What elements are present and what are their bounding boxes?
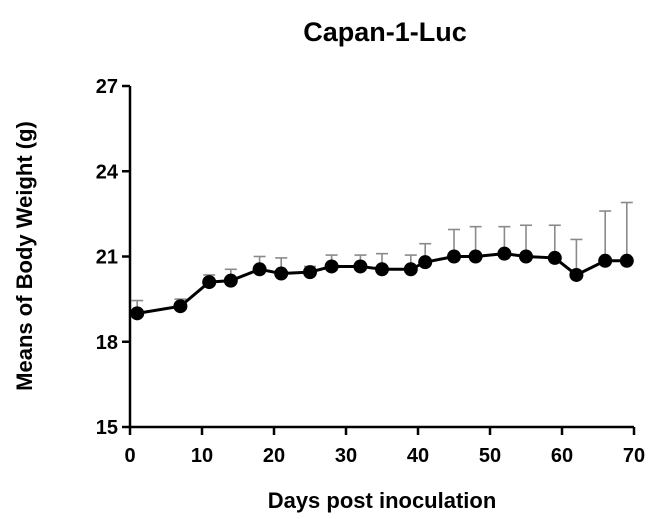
data-point xyxy=(547,250,562,265)
data-point xyxy=(519,249,533,264)
data-point xyxy=(375,262,389,277)
x-tick-label: 50 xyxy=(479,445,501,467)
y-tick-label: 15 xyxy=(96,417,118,439)
y-axis: 15 18 21 24 27 xyxy=(96,76,132,439)
y-tick-label: 27 xyxy=(96,76,118,98)
data-points xyxy=(130,246,634,321)
data-point xyxy=(303,265,317,280)
x-tick-label: 10 xyxy=(191,445,213,467)
x-tick-label: 40 xyxy=(407,445,429,467)
data-point xyxy=(447,249,461,264)
data-point xyxy=(274,266,289,281)
chart-title: Capan-1-Luc xyxy=(303,17,467,47)
data-point xyxy=(353,259,368,274)
x-ticks: 0 10 20 30 40 50 60 70 xyxy=(124,427,645,467)
x-tick-label: 0 xyxy=(124,445,135,467)
data-point xyxy=(202,275,217,290)
data-point xyxy=(130,306,145,321)
x-tick-label: 30 xyxy=(335,445,357,467)
x-axis-label: Days post inoculation xyxy=(268,488,497,513)
data-point xyxy=(497,246,512,261)
data-point xyxy=(619,253,634,268)
y-ticks: 15 18 21 24 27 xyxy=(96,76,130,439)
x-tick-label: 60 xyxy=(551,445,573,467)
data-point xyxy=(598,253,613,268)
x-tick-label: 20 xyxy=(263,445,285,467)
y-axis-label: Means of Body Weight (g) xyxy=(12,121,37,391)
data-point xyxy=(324,259,339,274)
x-axis: 0 10 20 30 40 50 60 70 xyxy=(124,425,645,467)
data-point xyxy=(468,249,483,264)
data-point xyxy=(403,262,418,277)
data-point xyxy=(173,299,188,314)
y-tick-label: 24 xyxy=(96,161,119,183)
x-tick-label: 70 xyxy=(623,445,645,467)
y-tick-label: 21 xyxy=(96,247,118,269)
data-point xyxy=(223,273,238,288)
y-tick-label: 18 xyxy=(96,332,118,354)
data-point xyxy=(569,267,584,282)
data-point xyxy=(418,255,433,270)
data-point xyxy=(252,262,267,277)
